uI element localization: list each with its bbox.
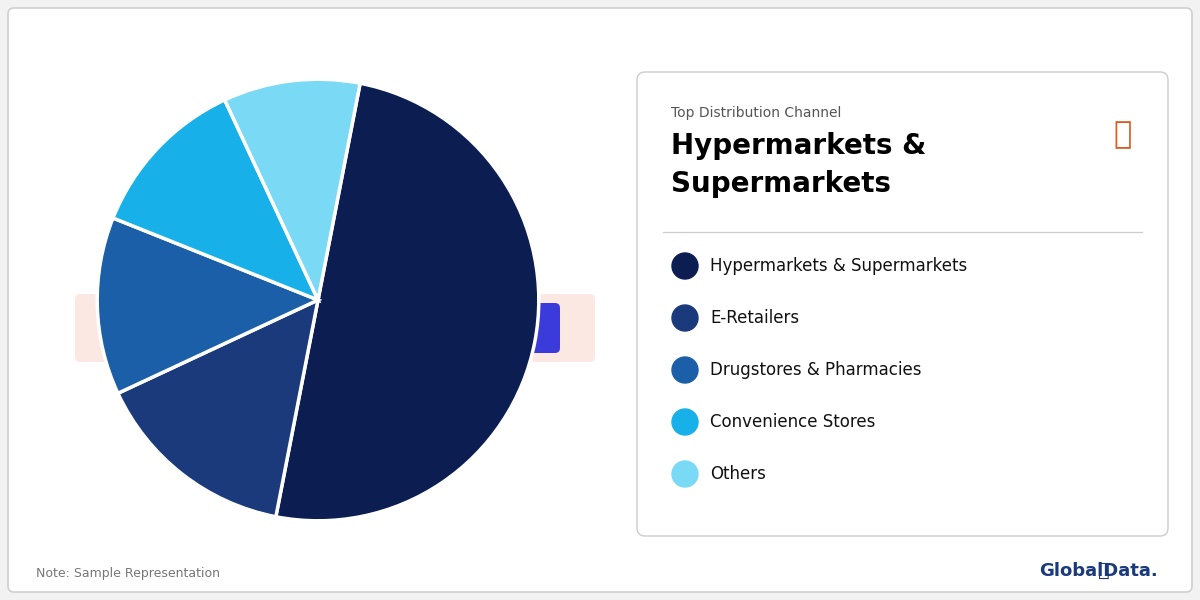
Text: Convenience Stores: Convenience Stores [710, 413, 875, 431]
FancyBboxPatch shape [406, 303, 560, 353]
Circle shape [672, 305, 698, 331]
FancyBboxPatch shape [8, 8, 1192, 592]
FancyBboxPatch shape [637, 72, 1168, 536]
Circle shape [672, 409, 698, 435]
Wedge shape [113, 100, 318, 300]
Text: Hypermarkets &: Hypermarkets & [671, 132, 926, 160]
Text: 🔒: 🔒 [1114, 120, 1132, 149]
Text: Hypermarkets & Supermarkets: Hypermarkets & Supermarkets [710, 257, 967, 275]
Text: ⓘ: ⓘ [1098, 561, 1110, 580]
Text: 🔒: 🔒 [107, 318, 121, 338]
Circle shape [672, 461, 698, 487]
Wedge shape [276, 83, 539, 521]
Text: Free Report Sample: Free Report Sample [182, 319, 368, 337]
Text: E-Retailers: E-Retailers [710, 309, 799, 327]
Text: GlobalData.: GlobalData. [1039, 562, 1158, 580]
Text: Note: Sample Representation: Note: Sample Representation [36, 567, 220, 580]
Wedge shape [97, 218, 318, 394]
Text: Top Distribution Channel: Top Distribution Channel [671, 106, 841, 120]
Text: Others: Others [710, 465, 766, 483]
Text: Supermarkets: Supermarkets [671, 170, 890, 198]
FancyBboxPatch shape [74, 294, 595, 362]
Wedge shape [118, 300, 318, 517]
Text: Download: Download [440, 320, 524, 335]
Circle shape [672, 253, 698, 279]
Wedge shape [224, 79, 360, 300]
Text: Drugstores & Pharmacies: Drugstores & Pharmacies [710, 361, 922, 379]
FancyBboxPatch shape [108, 275, 422, 317]
Circle shape [672, 357, 698, 383]
Text: Hypermarkets & Supermarkets: Hypermarkets & Supermarkets [132, 289, 398, 304]
